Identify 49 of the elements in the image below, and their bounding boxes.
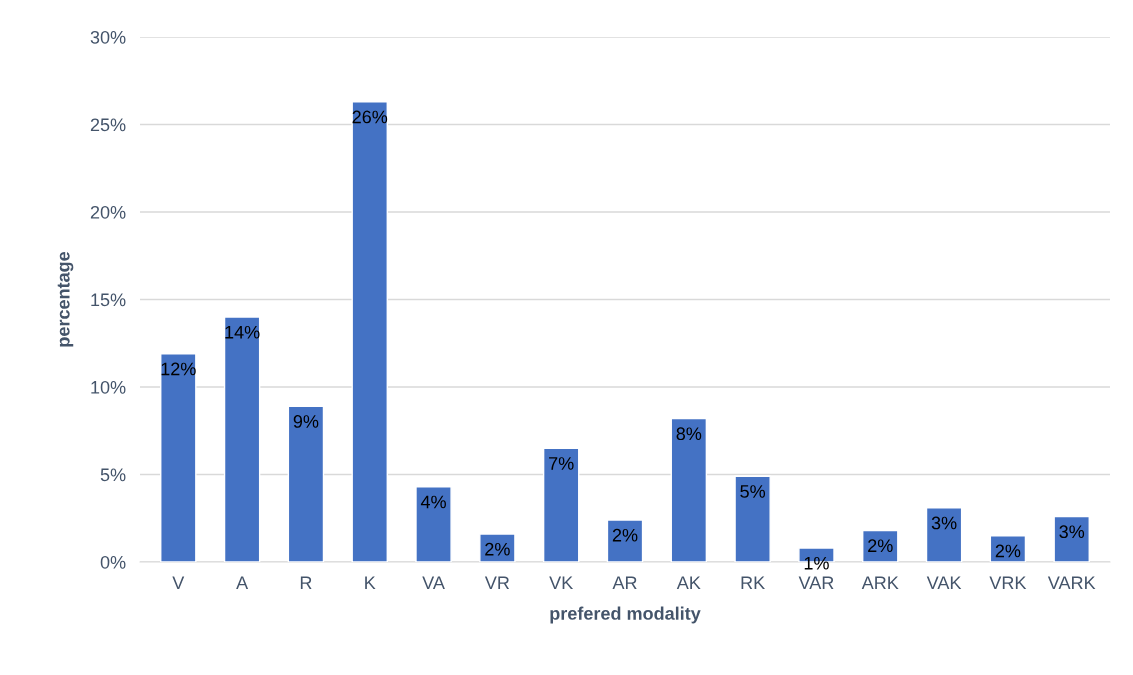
y-tick-label: 10% [91,380,126,394]
data-label: 8% [676,427,702,441]
y-tick-label: 5% [100,468,126,482]
x-tick-label: ARK [861,576,899,589]
x-tick-label: V [172,576,185,589]
data-label: 3% [931,516,957,530]
bar [479,533,516,562]
bar [606,519,644,562]
bar [415,486,452,562]
data-label: 4% [420,495,446,509]
y-tick-label: 25% [90,118,126,132]
bar [734,475,771,562]
bar [1053,515,1090,562]
x-tick-label: RK [741,576,765,589]
x-tick-label: AR [612,576,637,589]
x-tick-label: VRK [989,576,1027,589]
y-tick-label: 0% [100,555,126,569]
y-tick-label: 15% [91,293,126,307]
data-label: 7% [549,457,574,470]
x-tick-label: K [365,576,376,589]
y-axis-title: percentage [57,251,74,347]
x-tick-label: VAR [798,576,834,589]
bar [542,447,580,562]
bar [670,417,708,562]
x-tick-label: VARK [1047,576,1096,589]
x-tick-label: AK [676,576,701,589]
x-tick-label: VAK [926,576,962,589]
data-label: 2% [995,544,1021,558]
x-tick-label: VR [484,576,510,589]
data-label: 9% [293,415,319,428]
data-label: 2% [485,542,510,556]
bar [287,405,325,562]
bar [925,507,963,562]
y-tick-label: 30% [90,30,126,44]
x-tick-label: VK [549,576,574,589]
bar [351,101,388,562]
x-axis-title: prefered modality [550,606,701,624]
y-tick-label: 20% [90,205,126,219]
bar [223,316,261,562]
x-tick-label: R [300,576,312,589]
data-label: 3% [1059,525,1085,539]
data-label: 5% [740,485,766,498]
bar [862,529,899,562]
data-label: 2% [612,528,638,542]
x-tick-label: A [236,576,249,589]
data-label: 2% [868,539,893,553]
bar [989,535,1027,562]
x-tick-label: VA [422,576,445,589]
bar [160,353,197,562]
